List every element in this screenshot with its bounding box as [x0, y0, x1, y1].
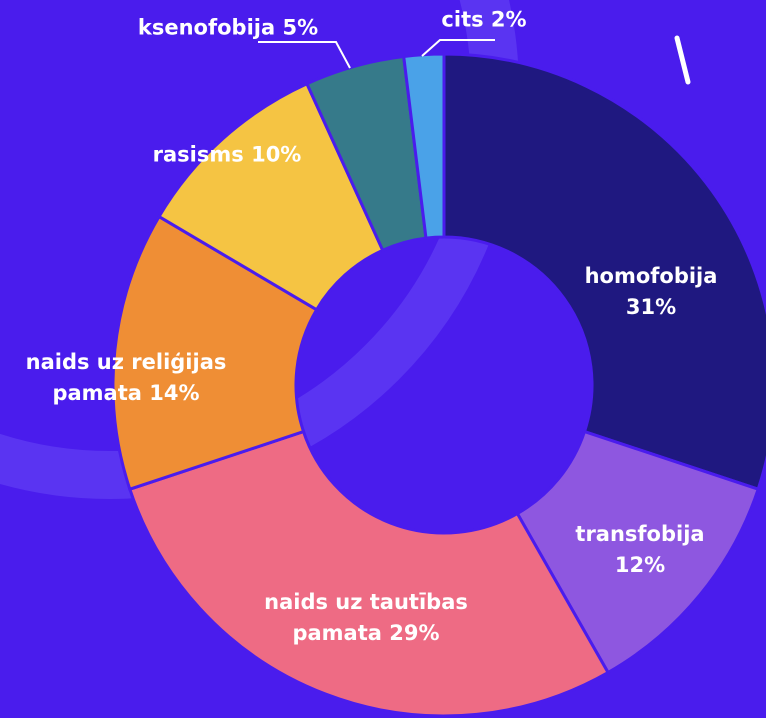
- slice-label: naids uz tautības pamata 29%: [241, 587, 491, 649]
- category-label: rasisms: [152, 142, 244, 167]
- category-label: naids uz tautības pamata: [264, 590, 468, 645]
- slice-label: cits 2%: [384, 5, 584, 36]
- value-label: 31%: [625, 295, 677, 319]
- leader-line: [421, 39, 495, 57]
- slice: [442, 52, 766, 492]
- value-label: 12%: [614, 553, 666, 577]
- value-label: 14%: [149, 381, 200, 405]
- slice-label: transfobija 12%: [555, 519, 725, 581]
- leader-line: [258, 41, 351, 69]
- value-label: 29%: [389, 621, 440, 645]
- category-label: ksenofobija: [137, 15, 276, 40]
- slice: [402, 52, 446, 240]
- category-label: homofobija: [584, 264, 718, 288]
- slice-label: naids uz reliģijas pamata 14%: [1, 347, 251, 409]
- category-label: cits: [441, 7, 484, 32]
- slice-label: homofobija 31%: [576, 261, 726, 323]
- decor-stroke: [674, 35, 691, 85]
- slice: [111, 214, 319, 492]
- category-label: transfobija: [575, 522, 705, 546]
- slice: [127, 429, 611, 718]
- value-label: 5%: [282, 15, 319, 40]
- category-label: naids uz reliģijas pamata: [25, 350, 227, 405]
- slice: [515, 429, 761, 675]
- slice-label: rasisms 10%: [97, 140, 357, 171]
- value-label: 2%: [490, 7, 527, 32]
- slice: [156, 81, 385, 312]
- slice-label: ksenofobija 5%: [98, 13, 358, 44]
- value-label: 10%: [251, 142, 302, 167]
